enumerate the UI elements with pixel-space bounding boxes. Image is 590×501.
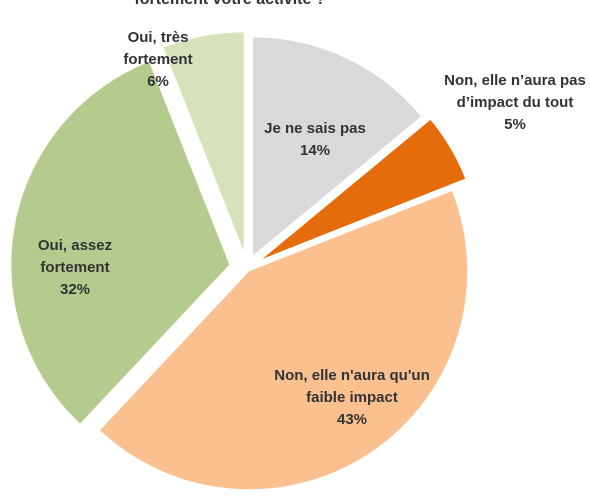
value-label: 43% bbox=[336, 411, 368, 428]
category-label: Oui, assez fortement bbox=[37, 237, 113, 276]
slice-label: Oui, très fortement 6% bbox=[98, 27, 218, 93]
pie-slice bbox=[11, 61, 230, 424]
pie-slice bbox=[252, 37, 421, 256]
value-label: 6% bbox=[147, 73, 169, 90]
chart-title: fortement votre activité ? bbox=[134, 0, 325, 9]
category-label: Non, elle n'aura qu'un faible impact bbox=[274, 367, 430, 406]
pie-slice bbox=[163, 32, 244, 251]
category-label: Oui, très fortement bbox=[123, 29, 193, 68]
slice-label: Non, elle n’aura pas d’impact du tout 5% bbox=[433, 70, 590, 136]
value-label: 5% bbox=[504, 116, 526, 133]
category-label: Non, elle n’aura pas d’impact du tout bbox=[444, 72, 586, 111]
slice-label: Non, elle n'aura qu'un faible impact 43% bbox=[267, 365, 437, 431]
pie-slice bbox=[262, 119, 466, 259]
pie-slice bbox=[100, 191, 468, 490]
value-label: 32% bbox=[59, 281, 91, 298]
slice-label: Oui, assez fortement 32% bbox=[10, 235, 140, 301]
slice-label: Je ne sais pas 14% bbox=[250, 118, 380, 162]
category-label: Je ne sais pas bbox=[264, 120, 366, 137]
value-label: 14% bbox=[299, 142, 331, 159]
